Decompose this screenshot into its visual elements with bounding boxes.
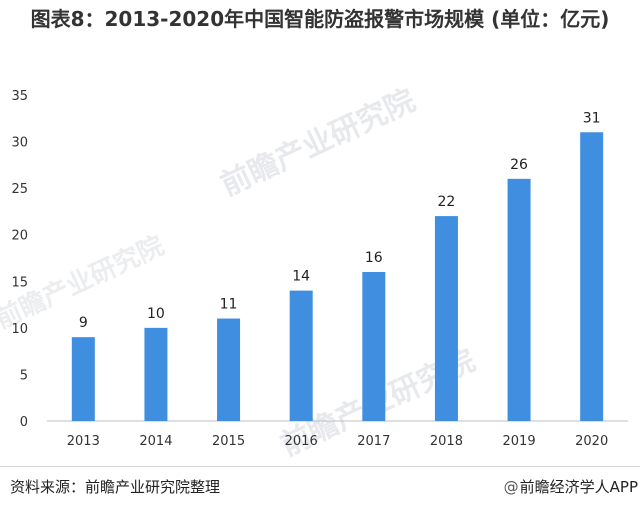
x-tick-label: 2016 (285, 434, 318, 449)
y-tick-label: 5 (20, 368, 28, 383)
x-axis: 2013 2014 2015 2016 2017 2018 2019 2020 (67, 434, 608, 449)
y-tick-label: 35 (11, 89, 28, 104)
bar (580, 132, 604, 421)
x-tick-label: 2018 (430, 434, 463, 449)
bars (71, 132, 604, 421)
y-tick-label: 0 (20, 415, 28, 430)
bar (144, 327, 168, 421)
y-axis: 0 5 10 15 20 25 30 35 (11, 89, 28, 430)
x-tick-label: 2013 (67, 434, 100, 449)
x-tick-label: 2020 (575, 434, 608, 449)
brand-credit: @前瞻经济学人APP (504, 476, 638, 497)
bar (362, 271, 386, 421)
source-note: 资料来源：前瞻产业研究院整理 (10, 478, 221, 496)
data-label: 16 (365, 250, 383, 266)
data-label: 9 (79, 315, 88, 331)
footer-divider (0, 466, 640, 467)
data-label: 14 (292, 269, 310, 285)
y-tick-label: 10 (11, 322, 28, 337)
bar (507, 178, 531, 421)
x-tick-label: 2019 (503, 434, 536, 449)
at-sign-icon: @ (503, 478, 519, 496)
data-labels: 9 10 11 14 16 22 26 31 (79, 110, 601, 331)
bar (71, 337, 95, 421)
y-tick-label: 20 (11, 229, 28, 244)
bar (217, 318, 241, 421)
data-label: 26 (510, 157, 528, 173)
bar (434, 216, 458, 421)
data-label: 31 (583, 110, 601, 126)
brand-label: 前瞻经济学人APP (519, 478, 638, 496)
x-tick-label: 2014 (139, 434, 172, 449)
y-tick-label: 25 (11, 182, 28, 197)
bar (289, 290, 313, 421)
data-label: 22 (438, 194, 456, 210)
y-tick-label: 30 (11, 136, 28, 151)
chart-title: 图表8：2013-2020年中国智能防盗报警市场规模 (单位：亿元) (30, 7, 610, 31)
watermark-text: 前瞻产业研究院 (215, 83, 420, 203)
data-label: 11 (220, 297, 238, 313)
y-tick-label: 15 (11, 275, 28, 290)
x-tick-label: 2015 (212, 434, 245, 449)
x-tick-label: 2017 (357, 434, 390, 449)
data-label: 10 (147, 306, 165, 322)
